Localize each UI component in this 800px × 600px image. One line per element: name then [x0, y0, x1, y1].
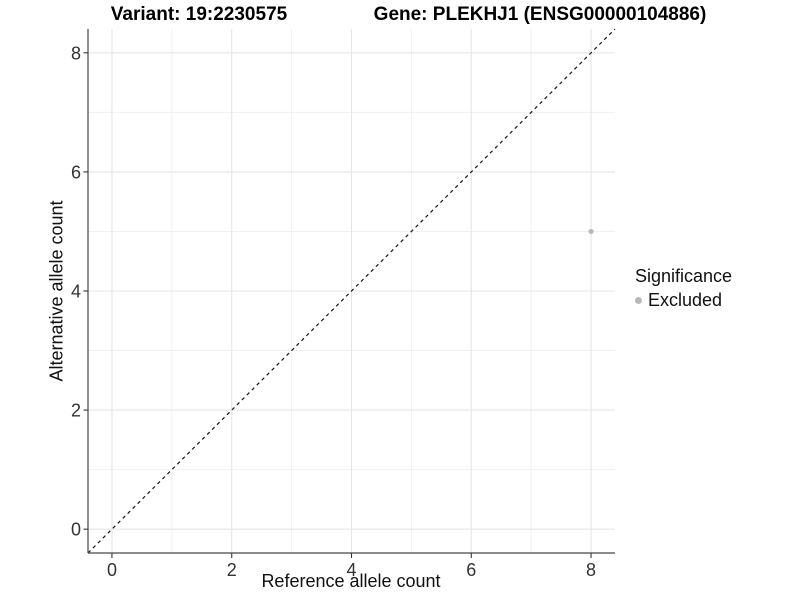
y-tick-label: 4 — [71, 282, 81, 302]
x-tick-label: 0 — [107, 560, 117, 580]
excluded-point-icon — [635, 297, 642, 304]
y-tick-label: 0 — [71, 520, 81, 540]
plot-title-variant: Variant: 19:2230575 — [110, 4, 288, 25]
x-tick-label: 4 — [346, 560, 356, 580]
y-tick-label: 6 — [71, 162, 81, 182]
plot-title-gene: Gene: PLEKHJ1 (ENSG00000104886) — [373, 4, 707, 25]
x-tick-label: 6 — [466, 560, 476, 580]
identity-dashed-line — [87, 28, 616, 554]
legend-title: Significance — [635, 266, 733, 286]
y-tick-label: 8 — [71, 43, 81, 63]
data-point — [588, 228, 594, 235]
y-tick-label: 2 — [71, 401, 81, 421]
legend-item-excluded: Excluded — [633, 290, 732, 311]
legend-item-label: Excluded — [648, 290, 723, 310]
y-axis-title: Alternative allele count — [46, 200, 67, 382]
legend: Significance Excluded — [633, 266, 732, 311]
x-tick-label: 8 — [586, 560, 596, 580]
x-tick-label: 2 — [227, 560, 237, 580]
x-axis-title: Reference allele count — [261, 571, 441, 591]
